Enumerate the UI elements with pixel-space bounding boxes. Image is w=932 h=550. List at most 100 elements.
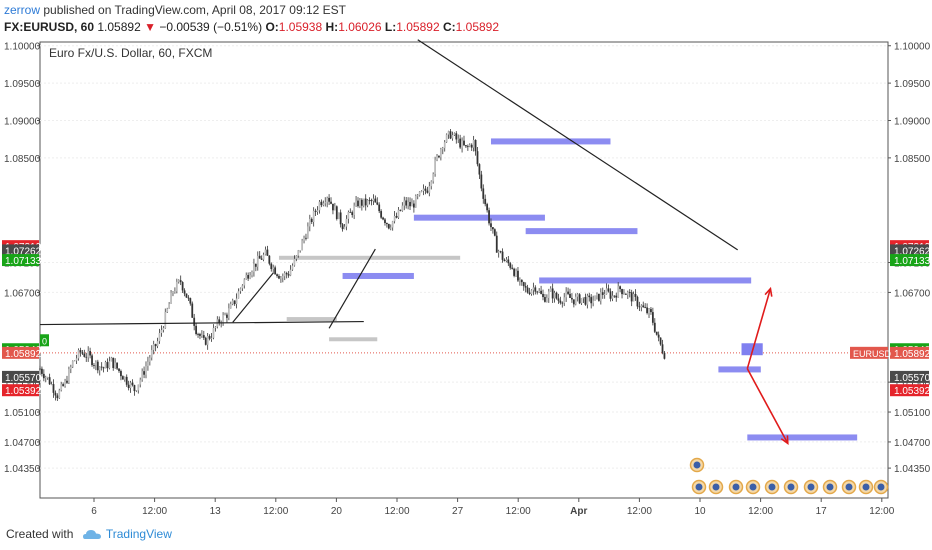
- x-tick-label: 17: [816, 506, 828, 517]
- candle-body: [145, 366, 147, 375]
- candle-body: [372, 198, 375, 202]
- candle-body: [71, 361, 74, 367]
- trend-line: [39, 320, 364, 326]
- candle-body: [276, 274, 278, 276]
- candle-body: [175, 281, 178, 292]
- candle-body: [505, 259, 508, 262]
- y-tick-label-left: 1.06700: [4, 288, 41, 299]
- candle-body: [528, 292, 531, 294]
- candle-body: [584, 297, 587, 305]
- candle-body: [301, 240, 304, 251]
- candle-body: [534, 287, 537, 292]
- candle-body: [590, 297, 593, 304]
- level-zone: [413, 214, 545, 221]
- candle-body: [52, 384, 55, 393]
- candle-body: [202, 335, 205, 338]
- candle-body: [199, 334, 201, 336]
- y-tick-label-left: 1.04350: [4, 464, 41, 475]
- candle-body: [166, 308, 169, 312]
- candle-body: [651, 312, 654, 323]
- candle-body: [274, 267, 277, 275]
- price-tag-left-label: 1.07133: [5, 256, 42, 267]
- tradingview-link[interactable]: TradingView: [105, 527, 172, 541]
- x-tick-label: Apr: [570, 506, 587, 517]
- arrow-head: [764, 286, 773, 297]
- price-tag-right: [890, 384, 929, 397]
- left-price-axis[interactable]: 1.100001.095001.090001.085001.071001.067…: [2, 42, 49, 475]
- candle-body: [613, 295, 616, 297]
- level-zone: [329, 337, 378, 342]
- x-tick-label: 6: [91, 506, 97, 517]
- candle-body: [405, 200, 408, 206]
- candle-body: [324, 202, 327, 204]
- time-axis[interactable]: 6 12:00 13 12:00 20 12:00 27 12:00 Apr 12:00 10 12:…: [91, 498, 895, 517]
- candle-body: [557, 298, 560, 301]
- candle-body: [193, 317, 196, 326]
- author-link[interactable]: zerrow: [4, 3, 41, 17]
- candle-body: [79, 350, 82, 353]
- economic-events[interactable]: [689, 457, 889, 495]
- price-chart[interactable]: Euro Fx/U.S. Dollar, 60, FXCM 1.10000 1.0…: [0, 37, 932, 520]
- right-price-axis[interactable]: 1.100001.095001.090001.085001.071001.067…: [850, 42, 931, 475]
- candle-body: [102, 367, 105, 369]
- candle-body: [594, 295, 596, 301]
- candle-body: [343, 226, 346, 230]
- x-tick-label: 12:00: [142, 506, 167, 517]
- candle-body: [513, 268, 516, 276]
- candle-body: [432, 173, 435, 182]
- y-tick-label-right: 1.04700: [894, 438, 931, 449]
- price-tag-left: [2, 370, 39, 383]
- event-icon-center: [877, 483, 885, 491]
- candle-body: [243, 279, 246, 286]
- candle-body: [150, 349, 153, 358]
- candle-body: [661, 344, 664, 353]
- candle-body: [141, 371, 144, 380]
- candle-body: [50, 384, 53, 385]
- trend-line: [417, 39, 739, 251]
- event-icon-center: [768, 483, 776, 491]
- event-icon-center: [787, 483, 795, 491]
- chart-header: zerrow published on TradingView.com, Apr…: [4, 1, 928, 37]
- candle-body: [185, 293, 188, 298]
- candle-body: [561, 302, 564, 304]
- close-label: C:: [442, 20, 456, 34]
- candle-body: [626, 292, 629, 295]
- candle-body: [374, 198, 377, 203]
- candle-body: [312, 210, 315, 223]
- candle-body: [272, 267, 275, 270]
- candle-body: [397, 209, 400, 218]
- candle-body: [362, 198, 365, 206]
- x-tick-label: 10: [694, 506, 706, 517]
- candle-body: [247, 275, 250, 279]
- candle-body: [438, 155, 440, 158]
- event-icon-center: [749, 483, 757, 491]
- candle-body: [611, 295, 614, 299]
- candle-body: [303, 237, 305, 241]
- candle-body: [653, 322, 656, 332]
- candle-body: [208, 336, 211, 339]
- candle-body: [615, 295, 618, 298]
- candle-body: [83, 353, 86, 357]
- candle-body: [403, 200, 406, 206]
- candle-body: [634, 293, 637, 297]
- candle-body: [295, 255, 298, 259]
- candle-body: [164, 311, 167, 328]
- candle-body: [106, 362, 109, 369]
- candle-body: [636, 296, 639, 307]
- y-tick-label-left: 1.05500: [4, 378, 41, 389]
- candle-body: [515, 270, 517, 276]
- chart-area[interactable]: Euro Fx/U.S. Dollar, 60, FXCM 1.10000 1.0…: [0, 37, 932, 520]
- candle-body: [135, 390, 138, 392]
- candle-body: [237, 291, 240, 299]
- arrow-head: [780, 435, 789, 446]
- candle-body: [353, 205, 356, 216]
- level-zone: [286, 317, 337, 322]
- candle-body: [414, 195, 417, 208]
- candle-body: [549, 288, 552, 292]
- candle-body: [87, 351, 90, 358]
- candle-body: [94, 361, 97, 366]
- candle-body: [241, 285, 244, 289]
- candle-body: [314, 210, 317, 212]
- arrows: [746, 286, 789, 446]
- candle-body: [322, 203, 325, 206]
